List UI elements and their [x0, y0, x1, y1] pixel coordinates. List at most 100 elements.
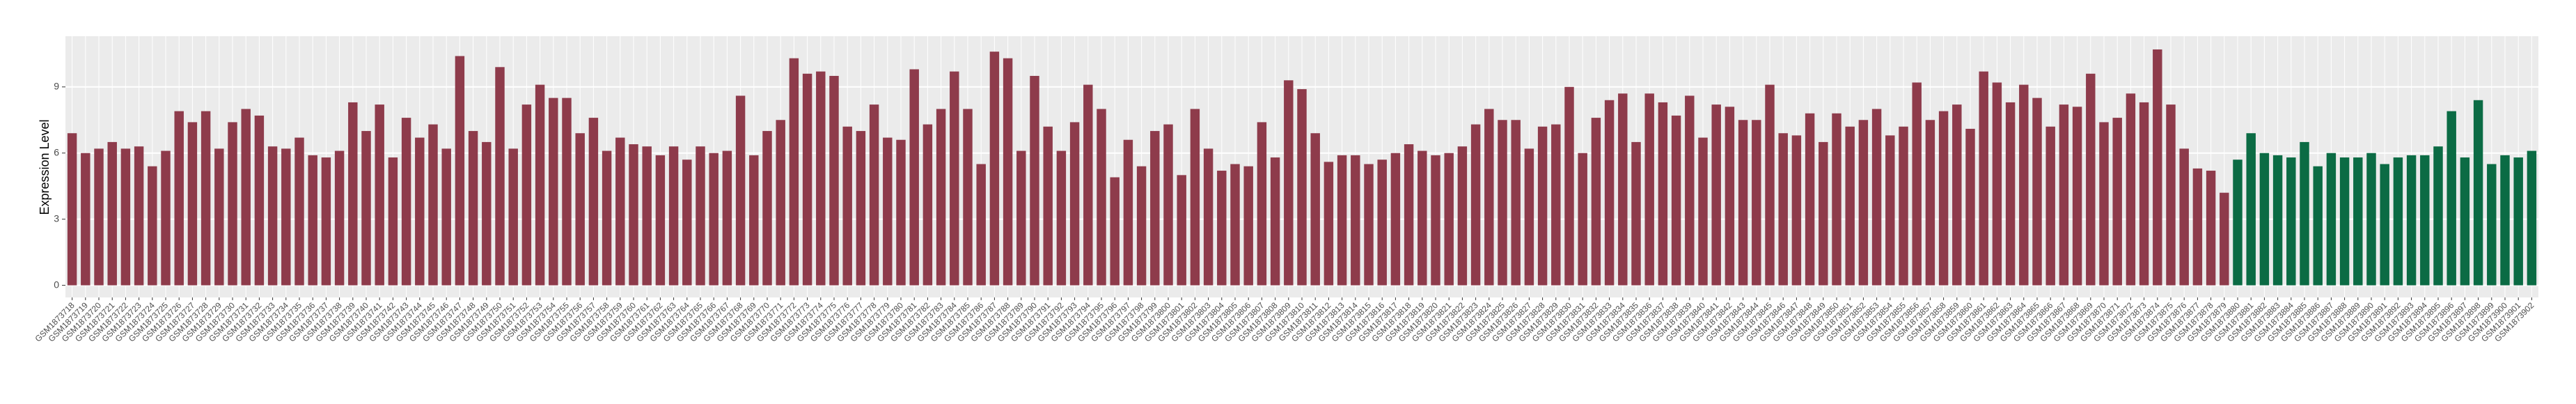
y-tick-label: 3: [54, 212, 59, 224]
bar: [2166, 104, 2176, 286]
bar: [1351, 155, 1360, 286]
bar: [2005, 102, 2016, 286]
bar: [1056, 150, 1067, 286]
bar: [2339, 157, 2350, 286]
bar: [1123, 139, 1133, 286]
y-axis-title: Expression Level: [38, 119, 52, 215]
bar: [1030, 75, 1039, 286]
bar: [1417, 150, 1427, 286]
bar: [521, 104, 532, 286]
bar: [254, 115, 265, 286]
bar: [1899, 126, 1908, 286]
bar: [2393, 157, 2403, 286]
bar: [2153, 49, 2162, 286]
bar: [187, 122, 198, 286]
bar: [334, 150, 345, 286]
bar: [1337, 155, 1347, 286]
bar: [722, 150, 732, 286]
bar: [1631, 141, 1641, 286]
bar: [2059, 104, 2069, 286]
bar: [1203, 148, 1214, 286]
bar: [1698, 137, 1708, 286]
bar: [201, 111, 211, 286]
bar: [1511, 120, 1521, 286]
bar: [2179, 148, 2189, 286]
bar: [896, 139, 906, 286]
bar: [2300, 141, 2309, 286]
bar: [1069, 122, 1080, 286]
bar: [615, 137, 625, 286]
bar: [2286, 157, 2296, 286]
bar: [749, 155, 759, 286]
bar: [1524, 148, 1534, 286]
bar: [668, 146, 679, 286]
bar: [2272, 155, 2283, 286]
bar: [2233, 160, 2243, 286]
bar: [2313, 166, 2323, 286]
bar: [976, 164, 986, 286]
bar: [989, 52, 1000, 286]
bar: [1190, 109, 1200, 286]
bar: [308, 155, 317, 286]
bar: [1243, 166, 1253, 286]
bar: [655, 155, 666, 286]
bar: [228, 122, 237, 286]
bar: [1711, 104, 1721, 286]
bar: [2126, 93, 2136, 286]
bar: [1003, 58, 1013, 286]
bar: [1832, 113, 1841, 286]
bar: [214, 148, 224, 286]
bar: [1444, 153, 1454, 286]
bar: [629, 144, 638, 286]
bar: [2220, 192, 2229, 286]
bar: [2072, 107, 2082, 286]
bar: [1725, 107, 1735, 286]
bar: [1484, 109, 1494, 286]
bar: [428, 124, 438, 286]
bar: [94, 148, 104, 286]
bar: [1858, 120, 1869, 286]
bar: [241, 109, 251, 286]
bar: [1457, 146, 1468, 286]
bar: [174, 111, 184, 286]
bar: [549, 98, 558, 286]
bar: [562, 98, 572, 286]
bar: [482, 141, 492, 286]
y-tick-label: 9: [54, 80, 59, 91]
bar: [1284, 80, 1294, 286]
y-tick-label: 6: [54, 146, 59, 157]
bar: [2353, 157, 2363, 286]
bar: [294, 137, 304, 286]
bar: [829, 75, 839, 286]
bar: [856, 131, 866, 286]
bar: [1938, 111, 1949, 286]
bar: [1537, 126, 1548, 286]
bar: [588, 118, 599, 286]
bar: [2112, 118, 2122, 286]
bar: [508, 148, 518, 286]
bar: [2099, 122, 2109, 286]
bar: [2032, 98, 2042, 286]
bar: [2259, 153, 2270, 286]
bar: [776, 120, 785, 286]
bar: [1083, 84, 1093, 286]
bar: [1136, 166, 1147, 286]
bar: [1217, 171, 1227, 286]
bar: [2406, 155, 2417, 286]
bar: [1778, 133, 1788, 286]
bar: [922, 124, 933, 286]
bar: [401, 118, 411, 286]
bar: [1230, 164, 1240, 286]
bar: [2326, 153, 2337, 286]
bar: [1390, 153, 1401, 286]
bar: [1845, 126, 1855, 286]
bar: [1805, 113, 1815, 286]
bar: [535, 84, 545, 286]
bar: [415, 137, 425, 286]
bar: [789, 58, 799, 286]
bar: [2420, 155, 2430, 286]
bar: [1671, 115, 1681, 286]
bar: [1470, 124, 1481, 286]
bar: [2380, 164, 2389, 286]
